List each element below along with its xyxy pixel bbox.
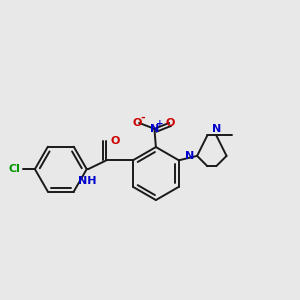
Text: N: N bbox=[185, 151, 195, 161]
Text: O: O bbox=[166, 118, 175, 128]
Text: N: N bbox=[212, 124, 221, 134]
Text: NH: NH bbox=[78, 176, 97, 187]
Text: O: O bbox=[133, 118, 142, 128]
Text: N: N bbox=[150, 124, 159, 134]
Text: -: - bbox=[140, 112, 145, 123]
Text: Cl: Cl bbox=[9, 164, 21, 174]
Text: +: + bbox=[156, 119, 164, 128]
Text: O: O bbox=[111, 136, 120, 146]
